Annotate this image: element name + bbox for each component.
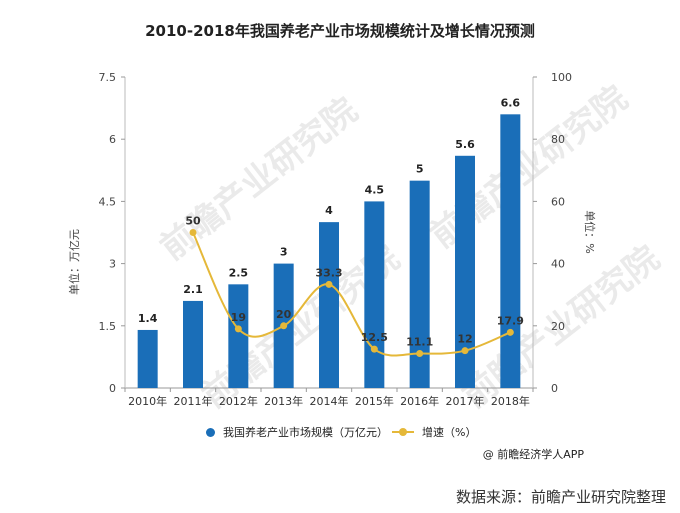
x-tick-label: 2014年 bbox=[310, 394, 349, 408]
legend-bar-marker bbox=[206, 427, 215, 437]
bar bbox=[409, 180, 430, 388]
x-tick-label: 2017年 bbox=[446, 394, 485, 408]
growth-point bbox=[234, 325, 242, 333]
legend-item-line: 增速（%） bbox=[392, 424, 476, 440]
source-text: 数据来源：前瞻产业研究院整理 bbox=[455, 488, 666, 506]
legend-item-bar: 我国养老产业市场规模（万亿元） bbox=[206, 424, 388, 440]
legend-line-marker bbox=[392, 427, 414, 437]
y-tick-left-label: 0 bbox=[109, 382, 116, 395]
growth-value-label: 33.3 bbox=[315, 266, 342, 279]
y-tick-left-label: 6 bbox=[109, 133, 116, 146]
y-tick-left-label: 1.5 bbox=[99, 320, 117, 333]
growth-value-label: 12 bbox=[457, 333, 472, 346]
chart-title: 2010-2018年我国养老产业市场规模统计及增长情况预测 bbox=[145, 22, 535, 40]
x-tick-label: 2016年 bbox=[400, 394, 439, 408]
growth-value-label: 20 bbox=[276, 308, 292, 321]
y-tick-left-label: 4.5 bbox=[99, 195, 117, 208]
y-tick-right-label: 100 bbox=[551, 71, 572, 84]
growth-value-label: 19 bbox=[231, 311, 246, 324]
bar bbox=[183, 300, 203, 388]
x-tick-label: 2015年 bbox=[355, 394, 394, 408]
growth-point bbox=[461, 347, 469, 355]
x-tick-label: 2010年 bbox=[128, 394, 167, 408]
x-tick-label: 2012年 bbox=[219, 394, 258, 408]
y-tick-right-label: 60 bbox=[551, 195, 565, 208]
bar-value-label: 1.4 bbox=[138, 312, 158, 325]
growth-value-label: 11.1 bbox=[406, 335, 433, 348]
bar bbox=[500, 114, 521, 388]
bar-value-label: 5.6 bbox=[455, 138, 475, 151]
bar-value-label: 2.5 bbox=[229, 266, 249, 279]
bar bbox=[319, 222, 339, 388]
y-tick-right-label: 20 bbox=[551, 320, 565, 333]
x-tick-label: 2011年 bbox=[174, 394, 213, 408]
credit-text: @ 前瞻经济学人APP bbox=[482, 448, 584, 461]
growth-value-label: 50 bbox=[185, 215, 201, 228]
bar-value-label: 4.5 bbox=[365, 183, 385, 196]
bar bbox=[364, 201, 385, 388]
bar-value-label: 2.1 bbox=[183, 283, 203, 296]
y-tick-right-label: 80 bbox=[551, 133, 565, 146]
bar bbox=[228, 284, 249, 388]
growth-point bbox=[506, 328, 514, 336]
bar-value-label: 6.6 bbox=[501, 96, 521, 109]
y-tick-left-label: 7.5 bbox=[99, 71, 117, 84]
legend-line-label: 增速（%） bbox=[422, 426, 477, 439]
legend: 我国养老产业市场规模（万亿元） 增速（%） bbox=[0, 424, 680, 440]
bar bbox=[137, 329, 158, 388]
growth-value-label: 17.9 bbox=[497, 314, 524, 327]
bar-value-label: 4 bbox=[325, 204, 333, 217]
growth-point bbox=[416, 349, 424, 357]
y-axis-right-label: 单位：% bbox=[583, 210, 596, 254]
y-axis-left-label: 单位：万亿元 bbox=[68, 229, 81, 295]
y-tick-right-label: 0 bbox=[551, 382, 558, 395]
growth-point bbox=[325, 280, 333, 288]
bar bbox=[455, 155, 475, 388]
growth-value-label: 12.5 bbox=[361, 331, 388, 344]
x-tick-label: 2018年 bbox=[491, 394, 530, 408]
growth-point bbox=[189, 229, 197, 236]
growth-point bbox=[370, 345, 378, 353]
bar-value-label: 3 bbox=[280, 246, 288, 259]
legend-bar-label: 我国养老产业市场规模（万亿元） bbox=[223, 426, 388, 439]
x-tick-label: 2013年 bbox=[264, 394, 303, 408]
growth-point bbox=[280, 322, 288, 330]
y-tick-left-label: 3 bbox=[109, 258, 116, 271]
y-tick-right-label: 40 bbox=[551, 258, 565, 271]
bar-value-label: 5 bbox=[416, 163, 424, 176]
